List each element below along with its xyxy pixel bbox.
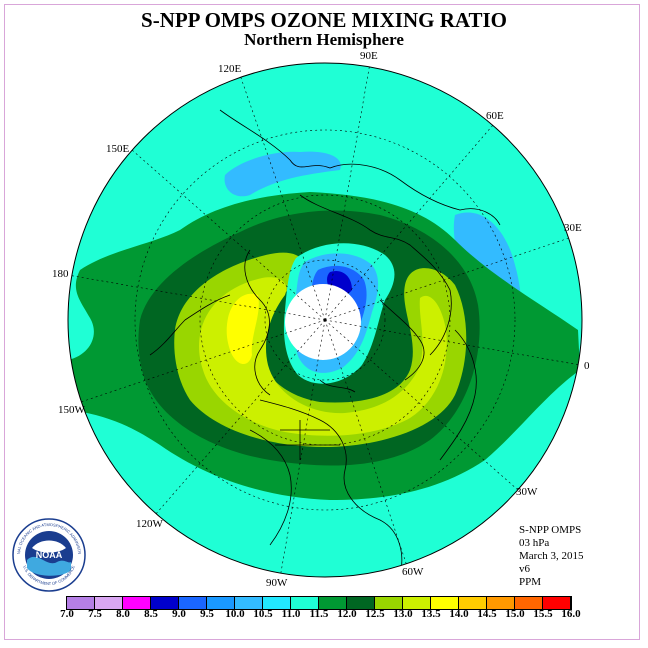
colorbar-swatch <box>515 597 543 609</box>
colorbar-swatch <box>347 597 375 609</box>
colorbar-tick-label: 8.5 <box>144 608 158 620</box>
lon-label-30e: 30E <box>564 222 582 234</box>
lon-label-180: 180 <box>52 268 69 280</box>
lon-label-90e: 90E <box>360 50 378 62</box>
colorbar-tick-label: 8.0 <box>116 608 130 620</box>
colorbar-swatch <box>487 597 515 609</box>
colorbar-swatch <box>123 597 151 609</box>
noaa-logo-text: NOAA <box>36 550 63 560</box>
info-date: March 3, 2015 <box>519 550 584 562</box>
colorbar-swatch <box>403 597 431 609</box>
colorbar-tick-label: 15.0 <box>505 608 525 620</box>
colorbar-tick-label: 12.5 <box>365 608 385 620</box>
colorbar-swatch <box>263 597 291 609</box>
colorbar-swatch <box>543 597 571 609</box>
colorbar-tick-label: 9.5 <box>200 608 214 620</box>
field-light-blue-north <box>224 151 341 197</box>
lon-label-60w: 60W <box>402 566 424 578</box>
lon-label-30w: 30W <box>516 486 538 498</box>
colorbar-swatch <box>179 597 207 609</box>
colorbar-swatch <box>291 597 319 609</box>
map-boundary <box>67 62 583 578</box>
colorbar-tick-label: 11.5 <box>309 608 329 620</box>
info-block: S-NPP OMPS 03 hPa March 3, 2015 v6 PPM <box>519 524 583 589</box>
colorbar-swatch <box>67 597 95 609</box>
colorbar-swatch <box>235 597 263 609</box>
colorbar-swatch <box>431 597 459 609</box>
colorbar-swatch <box>151 597 179 609</box>
lon-label-150e: 150E <box>106 143 130 155</box>
figure-frame <box>4 4 640 640</box>
lon-label-150w: 150W <box>58 404 85 416</box>
lon-label-120w: 120W <box>136 518 163 530</box>
lon-label-120e: 120E <box>218 63 242 75</box>
colorbar-tick-label: 12.0 <box>337 608 357 620</box>
colorbar-tick-label: 7.5 <box>88 608 102 620</box>
colorbar-tick-label: 10.5 <box>253 608 273 620</box>
colorbar-tick-label: 14.5 <box>477 608 497 620</box>
pole-hole <box>285 284 361 360</box>
info-version: v6 <box>519 563 530 575</box>
colorbar-tick-label: 7.0 <box>60 608 74 620</box>
colorbar-tick-label: 15.5 <box>533 608 553 620</box>
graticule <box>68 63 581 577</box>
noaa-logo: NOAA NATIONAL OCEANIC AND ATMOSPHERIC AD… <box>12 518 86 592</box>
lon-label-0: 0 <box>584 360 590 372</box>
field-yellow <box>226 293 259 365</box>
colorbar-swatch <box>319 597 347 609</box>
coastlines <box>149 109 501 576</box>
subtitle: Northern Hemisphere <box>244 30 404 49</box>
colorbar-swatch <box>207 597 235 609</box>
colorbar-tick-label: 13.5 <box>421 608 441 620</box>
info-level: 03 hPa <box>519 537 550 549</box>
colorbar-tick-label: 10.0 <box>225 608 245 620</box>
main-title: S-NPP OMPS OZONE MIXING RATIO <box>141 8 507 32</box>
colorbar-swatch <box>95 597 123 609</box>
colorbar-tick-label: 11.0 <box>281 608 301 620</box>
info-units: PPM <box>519 576 542 588</box>
colorbar-swatch <box>459 597 487 609</box>
colorbar-tick-label: 9.0 <box>172 608 186 620</box>
field-lime <box>199 277 447 436</box>
colorbar <box>66 596 572 610</box>
info-instrument: S-NPP OMPS <box>519 524 582 536</box>
lon-label-90w: 90W <box>266 577 288 589</box>
colorbar-swatch <box>375 597 403 609</box>
lon-label-60e: 60E <box>486 110 504 122</box>
colorbar-tick-label: 16.0 <box>561 608 581 620</box>
colorbar-tick-label: 14.0 <box>449 608 469 620</box>
colorbar-tick-label: 13.0 <box>393 608 413 620</box>
